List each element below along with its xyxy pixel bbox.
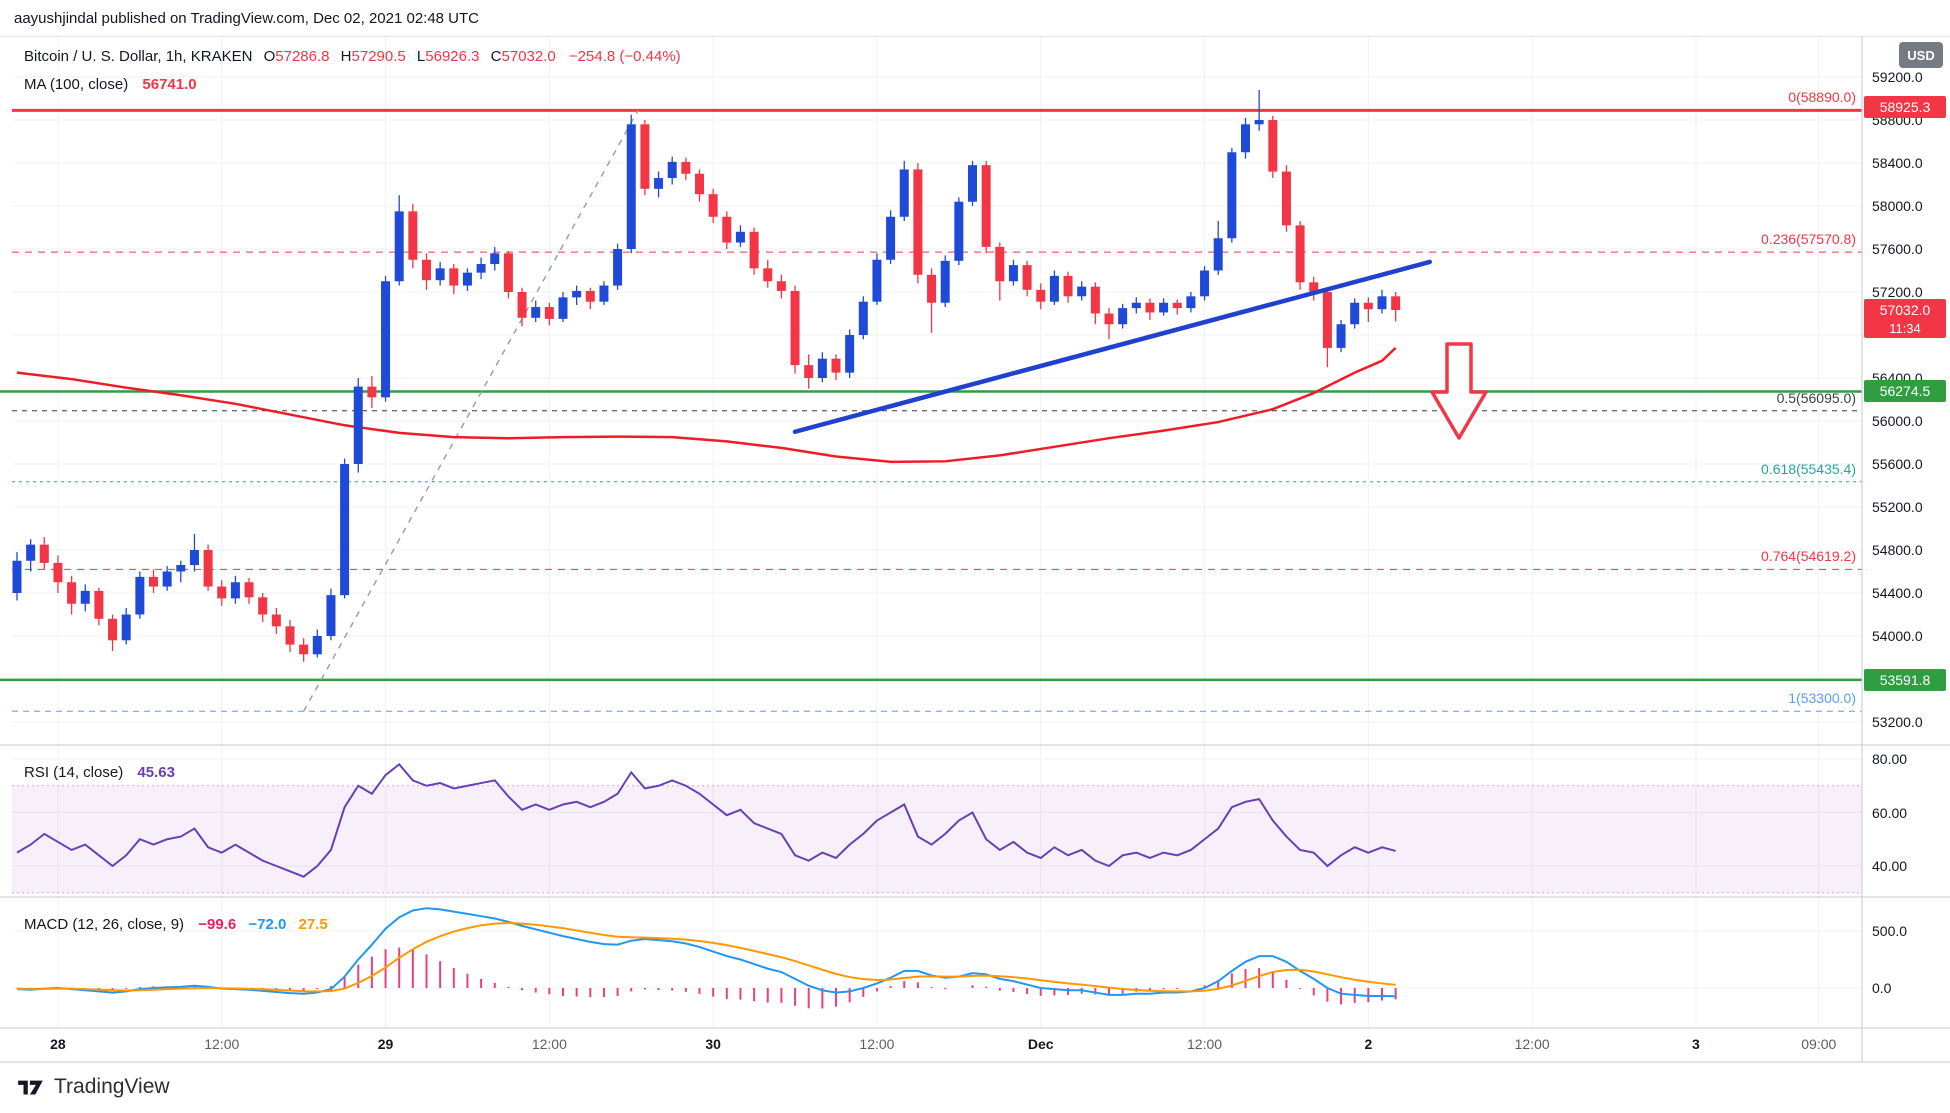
symbol-title: Bitcoin / U. S. Dollar, 1h, KRAKEN bbox=[24, 48, 253, 65]
ohlc-close-key: C bbox=[490, 48, 502, 65]
ma-value: 56741.0 bbox=[142, 76, 197, 93]
ohlc-high-key: H bbox=[340, 48, 352, 65]
ma-legend: MA (100, close) 56741.0 bbox=[24, 76, 197, 93]
ohlc-low-key: L bbox=[416, 48, 426, 65]
rsi-value: 45.63 bbox=[137, 764, 175, 781]
macd-hist-value: −99.6 bbox=[198, 916, 237, 933]
macd-legend: MACD (12, 26, close, 9) −99.6 −72.0 27.5 bbox=[24, 916, 328, 933]
tradingview-brand-text: TradingView bbox=[54, 1075, 170, 1098]
ohlc-open-value: 57286.8 bbox=[275, 48, 330, 65]
currency-toggle-button[interactable]: USD bbox=[1899, 42, 1943, 68]
ohlc-high-value: 57290.5 bbox=[351, 48, 406, 65]
publish-text: aayushjindal published on TradingView.co… bbox=[14, 9, 480, 27]
tradingview-mark-icon bbox=[18, 1080, 43, 1095]
change-value: −254.8 (−0.44%) bbox=[568, 48, 681, 65]
symbol-legend: Bitcoin / U. S. Dollar, 1h, KRAKEN O5728… bbox=[24, 48, 681, 65]
macd-label: MACD (12, 26, close, 9) bbox=[24, 916, 185, 933]
macd-line-value: −72.0 bbox=[248, 916, 287, 933]
ohlc-close-value: 57032.0 bbox=[501, 48, 556, 65]
macd-signal-value: 27.5 bbox=[298, 916, 328, 933]
rsi-legend: RSI (14, close) 45.63 bbox=[24, 764, 175, 781]
ohlc-low-value: 56926.3 bbox=[425, 48, 480, 65]
publish-bar: aayushjindal published on TradingView.co… bbox=[0, 0, 1950, 36]
rsi-label: RSI (14, close) bbox=[24, 764, 124, 781]
price-axis[interactable] bbox=[1862, 36, 1950, 1062]
tradingview-logo[interactable]: TradingView bbox=[16, 1072, 170, 1102]
ohlc-open-key: O bbox=[263, 48, 276, 65]
time-axis[interactable] bbox=[0, 1028, 1862, 1062]
ma-label: MA (100, close) bbox=[24, 76, 129, 93]
